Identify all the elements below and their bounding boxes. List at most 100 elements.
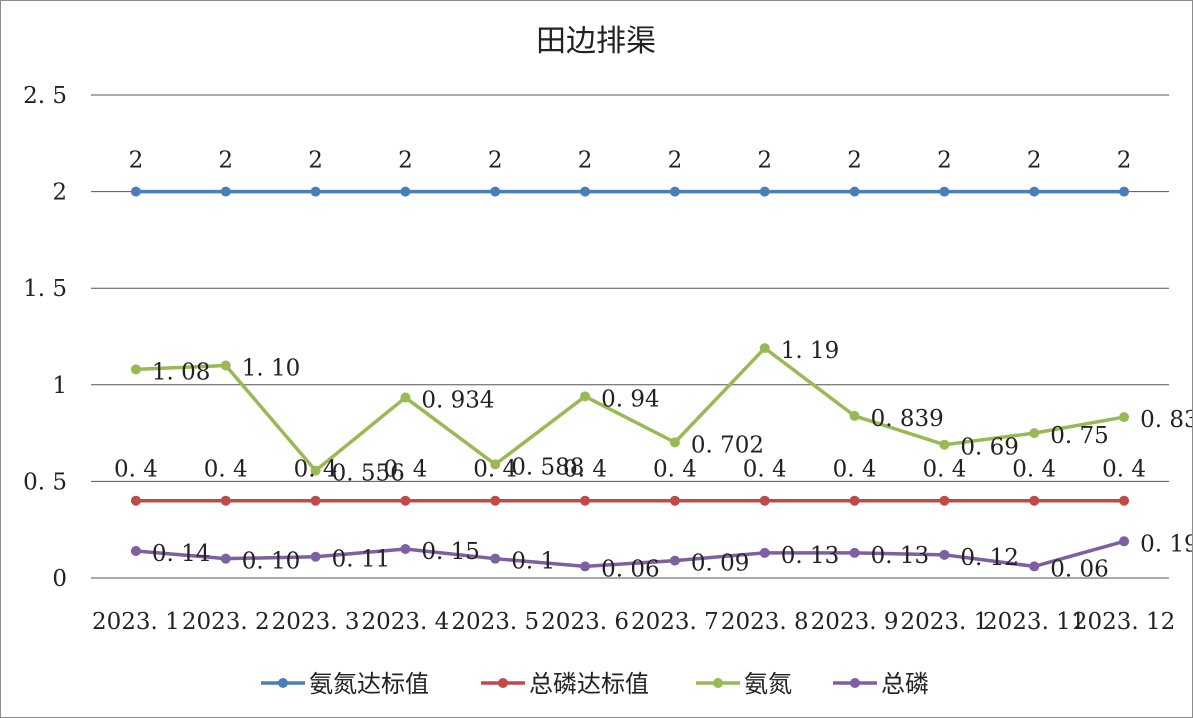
data-label: 0. 934 xyxy=(421,388,494,414)
data-point xyxy=(310,186,321,197)
data-point xyxy=(1029,186,1040,197)
data-point xyxy=(220,553,231,564)
y-tick-label: 0. 5 xyxy=(23,469,67,495)
data-label: 0. 833 xyxy=(1140,407,1192,433)
x-axis-ticks: 2023. 1 2023. 2 2023. 3 2023. 4 2023. 5 2023.… xyxy=(92,609,1175,635)
data-point xyxy=(1119,495,1130,506)
data-point xyxy=(849,547,860,558)
y-tick-label: 1 xyxy=(52,373,67,399)
data-label: 2 xyxy=(1117,148,1132,174)
legend-marker xyxy=(850,678,860,688)
data-point xyxy=(490,459,501,470)
data-label: 0. 4 xyxy=(833,457,877,483)
data-label: 2 xyxy=(488,148,503,174)
data-point xyxy=(1119,412,1130,423)
data-point xyxy=(580,495,591,506)
y-axis-ticks: 0 0. 5 1 1. 5 2 2. 5 xyxy=(23,83,67,592)
data-point xyxy=(400,392,411,403)
data-label: 1. 10 xyxy=(242,355,301,381)
legend: 氨氮达标值 总磷达标值 氨氮 总磷 xyxy=(261,670,929,698)
legend-label: 总磷 xyxy=(881,670,929,698)
data-label: 2 xyxy=(308,148,323,174)
x-tick-label: 2023. 1 xyxy=(901,609,989,635)
data-point xyxy=(669,555,680,566)
data-point xyxy=(130,364,141,375)
data-point xyxy=(669,495,680,506)
y-tick-label: 2. 5 xyxy=(23,83,67,109)
x-tick-label: 2023. 4 xyxy=(362,609,450,635)
legend-label: 氨氮达标值 xyxy=(309,670,429,698)
x-tick-label: 2023. 5 xyxy=(451,609,539,635)
x-tick-label: 2023. 6 xyxy=(541,609,629,635)
data-label: 0. 14 xyxy=(152,541,211,567)
data-labels: 2 2 2 2 2 2 2 2 2 2 2 2 0. 4 0. 4 0. 4 0. 4 0. 4 0. 4 0. 4… xyxy=(114,148,1192,583)
chart-title: 田边排渠 xyxy=(536,24,656,59)
data-label: 0. 839 xyxy=(871,406,944,432)
y-tick-label: 0 xyxy=(52,566,67,592)
data-label: 0. 13 xyxy=(871,543,930,569)
data-point xyxy=(310,465,321,476)
data-point xyxy=(310,551,321,562)
data-label: 0. 4 xyxy=(294,457,338,483)
data-point xyxy=(580,391,591,402)
data-label: 2 xyxy=(757,148,772,174)
data-point xyxy=(669,186,680,197)
data-label: 0. 06 xyxy=(601,556,660,582)
x-tick-label: 2023. 12 xyxy=(1073,609,1175,635)
data-label: 2 xyxy=(578,148,593,174)
x-tick-label: 2023. 1 xyxy=(92,609,180,635)
data-point xyxy=(849,186,860,197)
data-point xyxy=(130,186,141,197)
data-point xyxy=(400,186,411,197)
legend-marker xyxy=(498,678,508,688)
x-tick-label: 2023. 7 xyxy=(631,609,719,635)
data-point xyxy=(490,495,501,506)
data-point xyxy=(1119,536,1130,547)
data-point xyxy=(939,186,950,197)
data-label: 0. 4 xyxy=(383,457,427,483)
x-tick-label: 2023. 11 xyxy=(983,609,1085,635)
data-label: 0. 11 xyxy=(332,547,391,573)
data-label: 2 xyxy=(668,148,683,174)
data-label: 0. 09 xyxy=(691,551,750,577)
data-label: 0. 702 xyxy=(691,432,764,458)
data-point xyxy=(939,495,950,506)
data-point xyxy=(580,561,591,572)
legend-marker xyxy=(713,678,723,688)
data-label: 0. 10 xyxy=(242,549,301,575)
data-label: 2 xyxy=(847,148,862,174)
data-label: 0. 12 xyxy=(960,545,1019,571)
data-label: 0. 06 xyxy=(1050,556,1109,582)
legend-label: 总磷达标值 xyxy=(529,670,649,698)
data-point xyxy=(400,544,411,555)
data-label: 0. 556 xyxy=(332,461,405,487)
data-point xyxy=(759,186,770,197)
gridlines xyxy=(91,94,1169,579)
data-point xyxy=(490,553,501,564)
data-label: 0. 4 xyxy=(563,457,607,483)
data-point xyxy=(1029,561,1040,572)
data-label: 0. 75 xyxy=(1050,423,1109,449)
legend-label: 氨氮 xyxy=(744,670,792,698)
data-point xyxy=(1029,495,1040,506)
data-label: 0. 588 xyxy=(511,454,584,480)
data-label: 0. 4 xyxy=(922,457,966,483)
data-point xyxy=(849,495,860,506)
data-point xyxy=(580,186,591,197)
data-point xyxy=(490,186,501,197)
data-label: 0. 69 xyxy=(960,435,1019,461)
data-label: 0. 15 xyxy=(421,539,480,565)
data-point xyxy=(669,437,680,448)
data-label: 0. 4 xyxy=(1102,457,1146,483)
data-label: 2 xyxy=(1027,148,1042,174)
data-label: 2 xyxy=(218,148,233,174)
y-tick-label: 2 xyxy=(52,180,67,206)
data-point xyxy=(1119,186,1130,197)
data-label: 0. 1 xyxy=(511,549,555,575)
data-label: 0. 4 xyxy=(114,457,158,483)
data-label: 0. 4 xyxy=(1012,457,1056,483)
data-point xyxy=(220,360,231,371)
data-point xyxy=(220,186,231,197)
data-point xyxy=(400,495,411,506)
